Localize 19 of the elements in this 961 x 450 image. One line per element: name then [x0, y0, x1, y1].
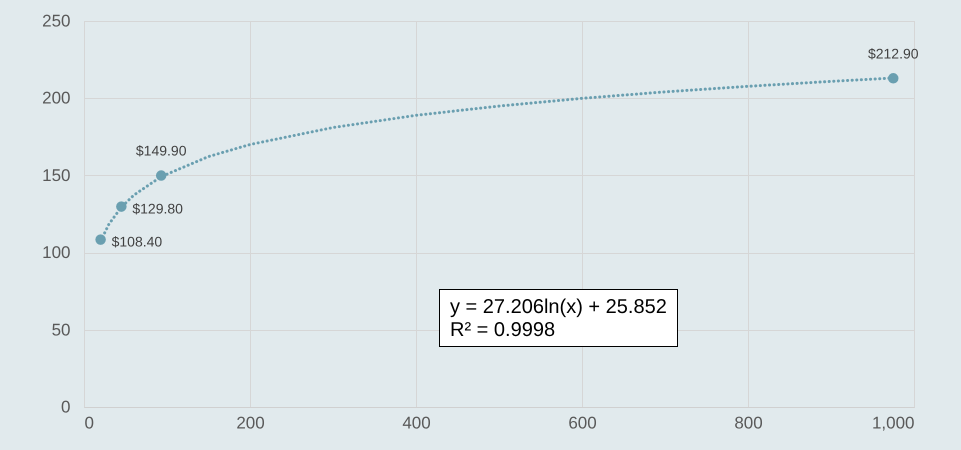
data-label: $108.40 [112, 234, 162, 250]
data-label: $149.90 [136, 142, 187, 159]
y-tick-label: 0 [61, 398, 70, 416]
y-tick-label: 100 [42, 243, 70, 262]
data-label: $129.80 [132, 200, 184, 217]
x-tick-label: 0 [84, 414, 94, 432]
y-tick-label: 250 [42, 12, 70, 30]
x-tick-label: 200 [236, 414, 265, 432]
equation-box: y = 27.206ln(x) + 25.852 R² = 0.9998 [439, 289, 678, 347]
y-tick-label: 50 [52, 320, 70, 340]
x-tick-label: 400 [402, 414, 431, 432]
x-tick-label: 600 [568, 414, 597, 432]
annotation: y = 27.206ln(x) + 25.852 [450, 296, 667, 319]
annotation: R² = 0.9998 [450, 319, 556, 342]
y-tick-label: 150 [42, 166, 70, 185]
x-tick-label: 800 [734, 414, 763, 432]
x-tick-label: 1,000 [872, 414, 914, 432]
y-tick-label: 200 [42, 88, 70, 108]
data-label: $212.90 [868, 45, 919, 62]
